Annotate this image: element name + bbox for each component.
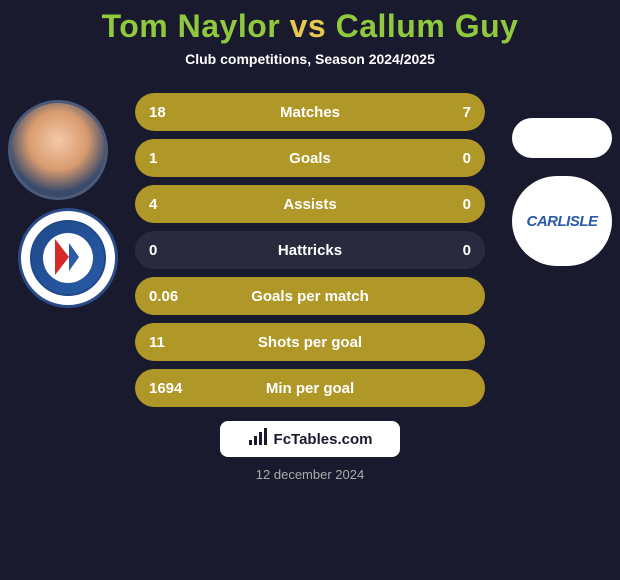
stat-value-right: 0: [463, 196, 471, 213]
stat-value-left: 4: [149, 196, 157, 213]
stat-value-left: 18: [149, 104, 166, 121]
comparison-card: Tom Naylor vs Callum Guy Club competitio…: [0, 0, 620, 580]
footer-brand-text: FcTables.com: [274, 431, 373, 448]
stat-value-right: 0: [463, 242, 471, 259]
footer-brand[interactable]: FcTables.com: [220, 421, 400, 457]
stat-label: Assists: [283, 196, 336, 213]
stat-value-right: 0: [463, 150, 471, 167]
chesterfield-badge-icon: [30, 220, 106, 296]
subtitle: Club competitions, Season 2024/2025: [0, 51, 620, 67]
stat-label: Min per goal: [266, 380, 354, 397]
stat-row: 1 Goals 0: [135, 139, 485, 177]
stat-row: 18 Matches 7: [135, 93, 485, 131]
page-title: Tom Naylor vs Callum Guy: [0, 8, 620, 45]
right-avatar-group: CARLISLE: [512, 118, 612, 266]
stat-label: Hattricks: [278, 242, 342, 259]
stat-value-right: 7: [463, 104, 471, 121]
stat-row: 11 Shots per goal: [135, 323, 485, 361]
stats-list: 18 Matches 7 1 Goals 0 4 Assists 0 0 Hattricks 0 0.0…: [135, 93, 485, 407]
vs-text: vs: [290, 8, 327, 44]
carlisle-badge-text: CARLISLE: [527, 213, 598, 230]
chart-icon: [248, 428, 268, 451]
stat-label: Goals: [289, 150, 331, 167]
player1-name: Tom Naylor: [102, 8, 281, 44]
stat-value-left: 11: [149, 334, 165, 351]
date-text: 12 december 2024: [0, 467, 620, 482]
player2-name: Callum Guy: [336, 8, 519, 44]
stat-row: 1694 Min per goal: [135, 369, 485, 407]
stat-label: Goals per match: [251, 288, 369, 305]
player2-club-badge: CARLISLE: [512, 176, 612, 266]
player1-club-badge: [18, 208, 118, 308]
stat-row: 0.06 Goals per match: [135, 277, 485, 315]
stat-value-left: 0.06: [149, 288, 178, 305]
player2-avatar: [512, 118, 612, 158]
stat-label: Shots per goal: [258, 334, 362, 351]
stat-label: Matches: [280, 104, 340, 121]
stat-row: 0 Hattricks 0: [135, 231, 485, 269]
stat-value-left: 1694: [149, 380, 182, 397]
stat-value-left: 1: [149, 150, 157, 167]
player1-avatar: [8, 100, 108, 200]
left-avatar-group: [8, 100, 118, 308]
stat-fill-left: [135, 93, 387, 131]
stat-row: 4 Assists 0: [135, 185, 485, 223]
stat-value-left: 0: [149, 242, 157, 259]
